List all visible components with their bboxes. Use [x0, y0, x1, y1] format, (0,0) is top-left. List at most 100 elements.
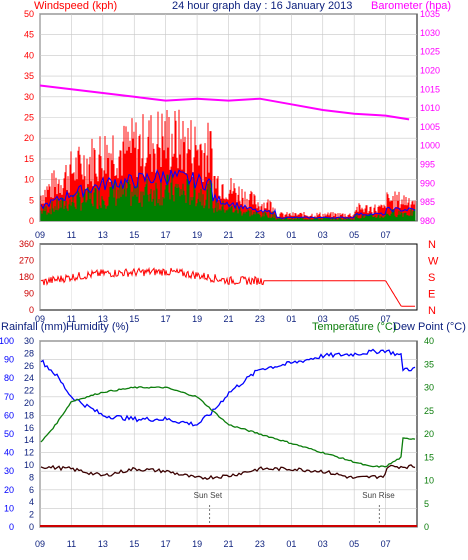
humidity-axis-label: Humidity (%): [66, 321, 129, 333]
x-tick-label-direction: 11: [67, 314, 76, 324]
windspeed-tick-label: 40: [24, 50, 34, 60]
x-tick-label-direction: 07: [381, 314, 391, 324]
rainfall-tick-label: 20: [4, 485, 14, 495]
temperature-tick-label: 15: [424, 452, 434, 462]
humidity-tick-label: 10: [24, 460, 34, 470]
x-tick-label-direction: 15: [129, 314, 139, 324]
wind-avg-series: [40, 174, 416, 221]
barometer-tick-label: 1030: [420, 28, 440, 38]
x-tick-label-temp: 23: [255, 539, 265, 549]
direction-tick-label: 360: [19, 239, 34, 249]
x-tick-label-temp: 09: [35, 539, 45, 549]
humidity-tick-label: 28: [24, 348, 34, 358]
compass-label: N: [428, 239, 436, 251]
rainfall-tick-label: 90: [4, 355, 14, 365]
temperature-tick-label: 20: [424, 429, 434, 439]
temperature-axis-label: Temperature (°C): [312, 321, 396, 333]
humidity-tick-label: 6: [29, 485, 34, 495]
x-tick-label-temp: 05: [349, 539, 359, 549]
compass-label: E: [428, 289, 435, 301]
humidity-tick-label: 0: [29, 522, 34, 532]
temperature-tick-label: 30: [424, 383, 434, 393]
x-tick-label-temp: 07: [381, 539, 391, 549]
dewpoint-line: [40, 464, 416, 480]
x-tick-label-direction: 23: [255, 314, 265, 324]
direction-tick-label: 270: [19, 256, 34, 266]
x-tick-label-wind: 05: [349, 230, 359, 240]
compass-label: W: [428, 256, 439, 268]
dewpoint-axis-label: Dew Point (°C): [393, 321, 466, 333]
humidity-tick-label: 18: [24, 410, 34, 420]
compass-label: N: [428, 305, 436, 317]
x-tick-label-wind: 21: [223, 230, 233, 240]
barometer-tick-label: 1010: [420, 103, 440, 113]
temperature-tick-label: 40: [424, 336, 434, 346]
windspeed-tick-label: 15: [24, 154, 34, 164]
x-tick-label-temp: 01: [286, 539, 296, 549]
rainfall-tick-label: 60: [4, 410, 14, 420]
x-tick-label-wind: 09: [35, 230, 45, 240]
temperature-line: [40, 386, 416, 468]
barometer-tick-label: 1015: [420, 84, 440, 94]
temperature-tick-label: 35: [424, 359, 434, 369]
humidity-tick-label: 4: [29, 497, 34, 507]
humidity-tick-label: 26: [24, 361, 34, 371]
x-tick-label-wind: 15: [129, 230, 139, 240]
x-tick-label-wind: 17: [161, 230, 171, 240]
windspeed-axis-label: Windspeed (kph): [34, 0, 117, 12]
direction-tick-label: 90: [24, 289, 34, 299]
humidity-tick-label: 8: [29, 472, 34, 482]
x-tick-label-direction: 21: [223, 314, 233, 324]
rainfall-tick-label: 30: [4, 466, 14, 476]
x-tick-label-temp: 03: [318, 539, 328, 549]
sunset-label: Sun Set: [194, 491, 223, 500]
windspeed-tick-label: 20: [24, 133, 34, 143]
barometer-line: [39, 84, 410, 121]
x-tick-label-temp: 21: [223, 539, 233, 549]
humidity-tick-label: 14: [24, 435, 34, 445]
windspeed-tick-label: 10: [24, 175, 34, 185]
x-tick-label-direction: 01: [286, 314, 296, 324]
barometer-tick-label: 1005: [420, 122, 440, 132]
humidity-tick-label: 24: [24, 373, 34, 383]
x-tick-label-temp: 13: [98, 539, 108, 549]
windspeed-tick-label: 45: [24, 30, 34, 40]
humidity-tick-label: 16: [24, 423, 34, 433]
wind-direction-line: [40, 266, 415, 307]
x-tick-label-temp: 17: [161, 539, 171, 549]
sunrise-label: Sun Rise: [362, 491, 395, 500]
x-tick-label-direction: 09: [35, 314, 45, 324]
direction-tick-label: 180: [19, 272, 34, 282]
rainfall-tick-label: 10: [4, 503, 14, 513]
humidity-tick-label: 12: [24, 448, 34, 458]
rainfall-tick-label: 80: [4, 373, 14, 383]
windspeed-tick-label: 0: [29, 216, 34, 226]
x-tick-label-wind: 07: [381, 230, 391, 240]
humidity-tick-label: 2: [29, 510, 34, 520]
barometer-tick-label: 1035: [420, 9, 440, 19]
x-tick-label-direction: 19: [192, 314, 202, 324]
x-tick-label-wind: 11: [67, 230, 76, 240]
x-tick-label-temp: 19: [192, 539, 202, 549]
rainfall-axis-label: Rainfall (mm): [1, 321, 66, 333]
wind-average-line: [40, 168, 416, 219]
windspeed-tick-label: 50: [24, 9, 34, 19]
humidity-tick-label: 30: [24, 336, 34, 346]
windspeed-tick-label: 35: [24, 71, 34, 81]
rainfall-tick-label: 40: [4, 448, 14, 458]
rainfall-tick-label: 0: [9, 522, 14, 532]
x-tick-label-temp: 15: [129, 539, 139, 549]
humidity-tick-label: 22: [24, 386, 34, 396]
x-tick-label-wind: 23: [255, 230, 265, 240]
barometer-tick-label: 995: [420, 160, 435, 170]
windspeed-tick-label: 5: [29, 195, 34, 205]
chart-title: 24 hour graph day : 16 January 2013: [172, 0, 352, 12]
barometer-tick-label: 1000: [420, 141, 440, 151]
x-tick-label-wind: 01: [286, 230, 296, 240]
x-tick-label-direction: 17: [161, 314, 171, 324]
temperature-tick-label: 25: [424, 406, 434, 416]
barometer-axis-label: Barometer (hpa): [371, 0, 451, 12]
rainfall-tick-label: 50: [4, 429, 14, 439]
barometer-tick-label: 980: [420, 216, 435, 226]
